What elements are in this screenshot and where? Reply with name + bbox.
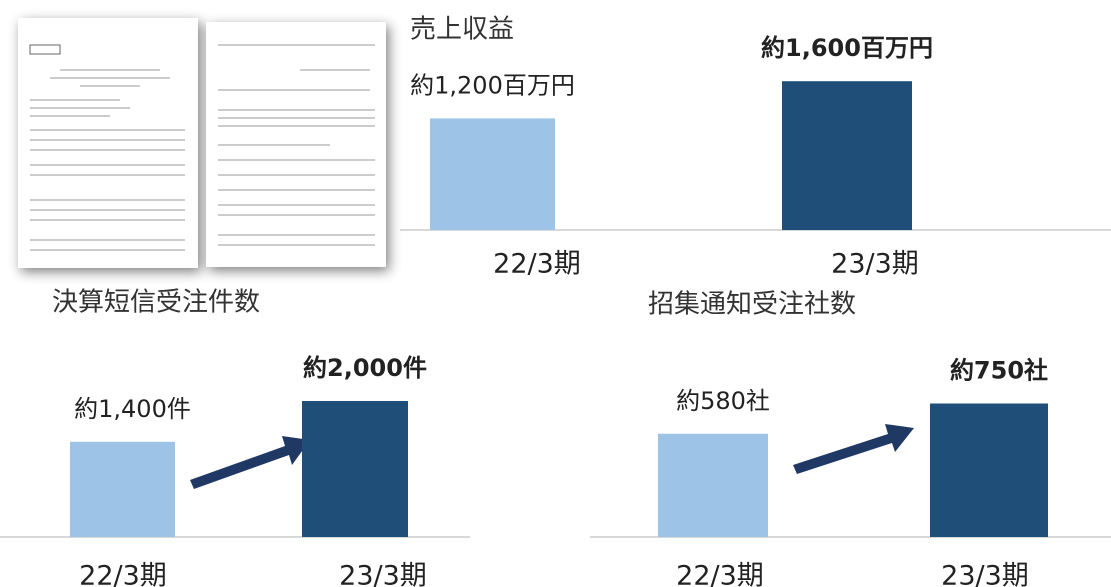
bar [930, 404, 1048, 538]
chart-title: 売上収益 [410, 15, 514, 45]
bar [658, 434, 768, 537]
value-label: 約580社 [676, 387, 770, 415]
category-label: 23/3期 [941, 561, 1029, 587]
chart-title: 決算短信受注件数 [52, 288, 260, 318]
value-label: 約1,600百万円 [761, 34, 933, 62]
category-label: 22/3期 [493, 249, 581, 280]
arrow [793, 424, 914, 474]
arrow [190, 436, 310, 489]
bar [70, 442, 175, 537]
value-label: 約2,000件 [303, 354, 427, 382]
slide: 売上収益約1,200百万円22/3期約1,600百万円23/3期決算短信受注件数… [0, 0, 1111, 587]
doc-page [18, 18, 198, 268]
value-label: 約750社 [950, 357, 1048, 385]
bar [302, 401, 408, 537]
value-label: 約1,200百万円 [410, 71, 575, 99]
bar [782, 81, 912, 230]
bar [430, 118, 555, 230]
category-label: 23/3期 [339, 561, 427, 587]
category-label: 22/3期 [676, 561, 764, 587]
value-label: 約1,400件 [74, 395, 191, 423]
category-label: 23/3期 [831, 249, 919, 280]
category-label: 22/3期 [79, 561, 167, 587]
document-thumbnails [18, 18, 386, 268]
arrows [190, 424, 914, 489]
chart-title: 招集通知受注社数 [648, 290, 856, 320]
